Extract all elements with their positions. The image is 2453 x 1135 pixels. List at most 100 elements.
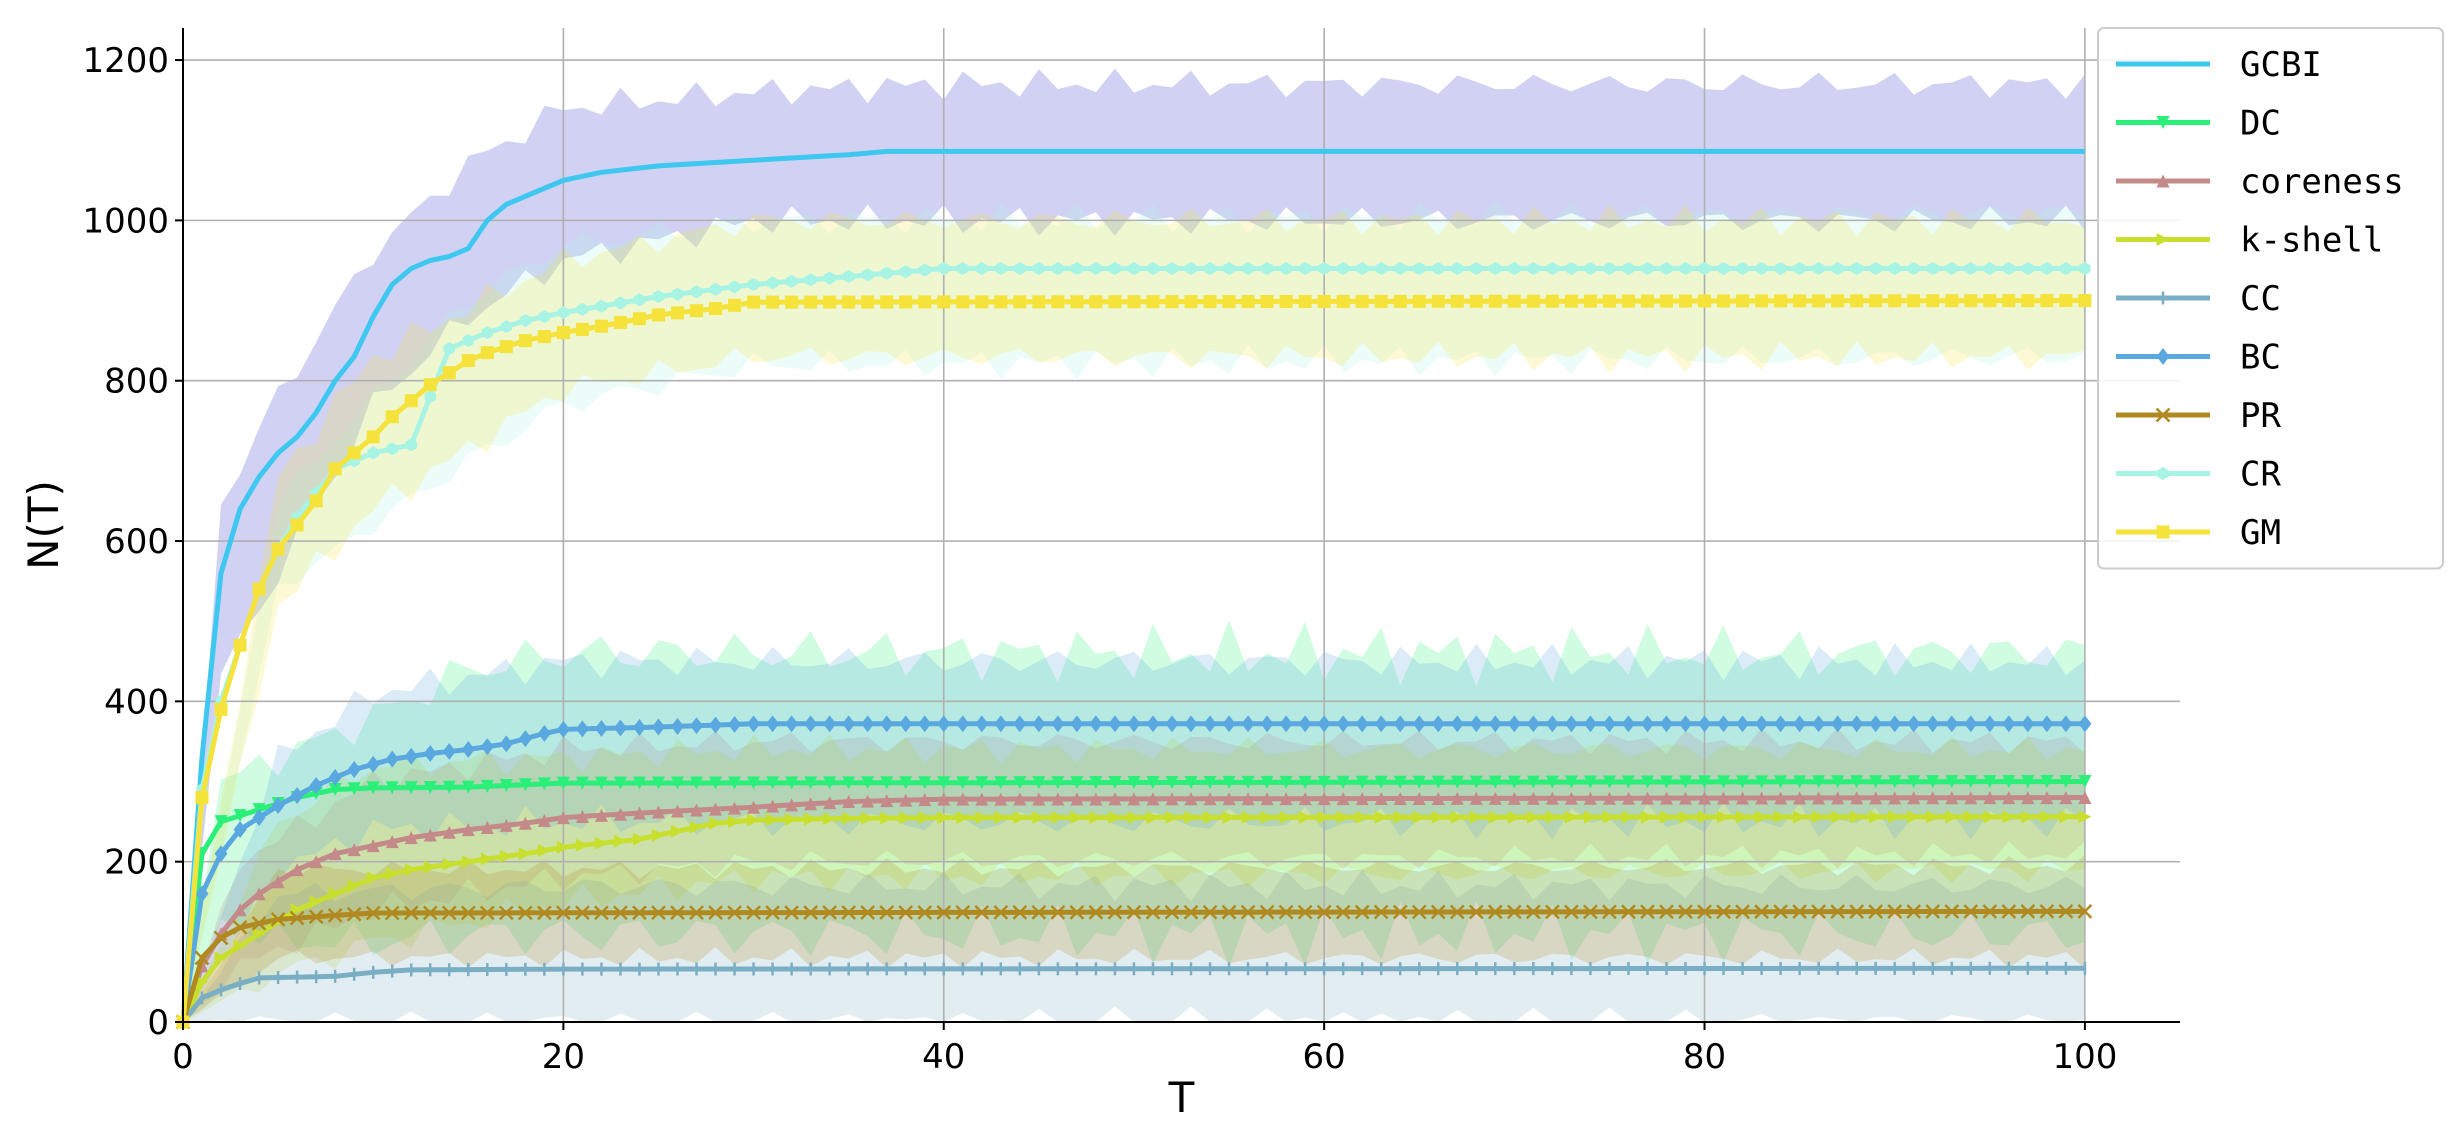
- point-BC: [480, 738, 494, 756]
- point-CR: [2022, 262, 2034, 275]
- point-GM: [1812, 294, 1826, 308]
- band-PR: [183, 854, 2085, 1022]
- point-PR: [822, 905, 838, 920]
- point-CR: [1052, 262, 1064, 275]
- point-PR: [384, 905, 400, 921]
- point-GM: [1545, 294, 1559, 308]
- point-k-shell: [1070, 810, 1084, 824]
- point-BC: [1260, 715, 1274, 733]
- point-k-shell: [385, 867, 399, 881]
- point-CR: [1147, 262, 1159, 275]
- series-lines: [175, 148, 2093, 1031]
- point-PR: [1982, 904, 1998, 919]
- point-BC: [2059, 715, 2073, 733]
- point-GM: [2040, 294, 2054, 308]
- point-CR: [919, 263, 931, 277]
- point-BC: [1926, 715, 1940, 733]
- point-DC: [785, 776, 799, 790]
- point-GM: [499, 340, 513, 354]
- point-DC: [1222, 775, 1236, 789]
- point-coreness: [1241, 792, 1255, 806]
- point-DC: [1279, 775, 1293, 789]
- point-PR: [555, 905, 571, 921]
- point-GM: [1089, 295, 1103, 309]
- point-CR: [1242, 262, 1254, 275]
- point-PR: [1506, 904, 1522, 920]
- point-GM: [1450, 294, 1464, 308]
- point-GM: [880, 295, 894, 309]
- point-CR: [424, 390, 436, 404]
- point-DC: [1298, 775, 1312, 789]
- point-DC: [1526, 775, 1540, 789]
- point-PR: [1621, 904, 1636, 920]
- point-coreness: [1507, 791, 1521, 805]
- point-BC: [1812, 715, 1826, 733]
- point-BC: [899, 715, 913, 733]
- point-CR: [1128, 262, 1140, 275]
- point-coreness: [1945, 791, 1959, 805]
- point-PR: [2020, 904, 2036, 919]
- point-PR: [613, 905, 628, 921]
- point-GM: [518, 334, 532, 348]
- point-CR: [1851, 262, 1863, 275]
- point-CR: [1775, 262, 1787, 275]
- point-BC: [309, 777, 323, 794]
- point-DC: [404, 781, 418, 795]
- point-DC: [1089, 776, 1103, 790]
- point-CR: [1794, 262, 1806, 275]
- point-DC: [537, 777, 551, 791]
- point-GM: [1165, 295, 1179, 309]
- point-k-shell: [747, 813, 761, 827]
- point-GM: [1146, 295, 1160, 309]
- point-k-shell: [1679, 810, 1693, 824]
- point-DC: [423, 780, 437, 794]
- point-CR: [786, 274, 798, 288]
- point-k-shell: [1393, 810, 1407, 824]
- point-coreness: [1412, 791, 1426, 805]
- legend-item-PR: PR: [2116, 396, 2281, 436]
- point-BC: [1621, 715, 1635, 733]
- point-DC: [480, 779, 494, 793]
- point-DC: [651, 776, 665, 790]
- point-GM: [366, 430, 380, 444]
- legend-marker: [2156, 174, 2170, 188]
- point-DC: [861, 776, 875, 790]
- point-DC: [1831, 775, 1845, 789]
- point-k-shell: [442, 857, 456, 871]
- point-GM: [328, 462, 342, 476]
- point-PR: [727, 905, 742, 921]
- point-CR: [1109, 262, 1121, 275]
- point-k-shell: [728, 815, 742, 829]
- point-GM: [1831, 294, 1845, 308]
- point-PR: [1278, 904, 1294, 920]
- band-BC: [183, 643, 2085, 1022]
- point-GM: [214, 702, 228, 716]
- x-tick-label: 100: [2052, 1037, 2117, 1077]
- point-DC: [2002, 775, 2016, 789]
- point-DC: [1070, 776, 1084, 790]
- point-GM: [670, 306, 684, 320]
- point-DC: [1564, 775, 1578, 789]
- point-k-shell: [347, 879, 361, 893]
- point-k-shell: [1793, 810, 1807, 824]
- point-DC: [1774, 775, 1788, 789]
- point-PR: [1126, 904, 1142, 920]
- point-PR: [1602, 904, 1617, 920]
- point-GM: [785, 295, 799, 309]
- point-k-shell: [842, 811, 856, 825]
- point-k-shell: [766, 813, 780, 827]
- point-DC: [956, 776, 970, 790]
- point-PR: [575, 905, 590, 921]
- point-k-shell: [1089, 810, 1103, 824]
- point-GM: [1051, 295, 1065, 309]
- point-k-shell: [709, 816, 723, 830]
- legend-label: DC: [2240, 104, 2281, 144]
- point-k-shell: [404, 863, 418, 877]
- point-coreness: [2059, 791, 2073, 805]
- point-coreness: [1583, 791, 1597, 805]
- point-BC: [1336, 715, 1350, 733]
- point-GM: [1336, 294, 1350, 308]
- point-GM: [1108, 295, 1122, 309]
- point-k-shell: [2040, 810, 2054, 824]
